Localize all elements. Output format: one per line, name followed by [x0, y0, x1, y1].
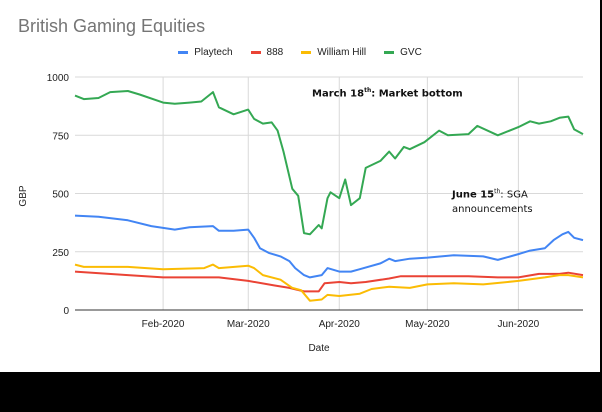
y-tick-label: 250: [52, 248, 69, 259]
legend-label: GVC: [400, 47, 422, 58]
series-line-gvc: [74, 90, 584, 236]
x-tick-label: Jun-2020: [498, 319, 540, 330]
plot-area: 0 250 500 750 1000 Feb-2020 Mar-2020 Apr-2020 Ma…: [18, 73, 584, 354]
annotation-market-bottom: March 18th: Market bottom: [312, 87, 463, 100]
legend-swatch: [178, 51, 189, 54]
legend-label: William Hill: [317, 47, 367, 58]
x-tick-label: May-2020: [405, 319, 450, 330]
x-tick-label: Apr-2020: [319, 319, 361, 330]
legend-item-playtech[interactable]: Playtech: [178, 47, 233, 58]
y-tick-label: 0: [63, 306, 69, 317]
legend-item-william-hill[interactable]: William Hill: [301, 47, 366, 58]
x-tick-label: Feb-2020: [142, 319, 185, 330]
legend-swatch: [384, 51, 395, 54]
series-line-william-hill: [74, 263, 584, 302]
legend-label: 888: [266, 47, 284, 58]
x-axis-title: Date: [308, 343, 330, 354]
legend-swatch: [301, 51, 312, 54]
y-tick-label: 1000: [47, 73, 70, 84]
series-line-888: [74, 270, 584, 293]
series-line-playtech: [74, 214, 584, 279]
legend-label: Playtech: [194, 47, 233, 58]
legend: Playtech 888 William Hill GVC: [0, 47, 600, 58]
y-tick-label: 500: [52, 190, 69, 201]
legend-item-gvc[interactable]: GVC: [384, 47, 422, 58]
annotation-sga: June 15th: SGA announcements: [452, 188, 533, 216]
y-tick-label: 750: [52, 131, 69, 142]
x-tick-label: Mar-2020: [227, 319, 270, 330]
legend-item-888[interactable]: 888: [250, 47, 284, 58]
chart-card: British Gaming Equities Playtech 888 Wil…: [0, 0, 600, 372]
chart-title: British Gaming Equities: [18, 16, 206, 36]
legend-swatch: [250, 51, 261, 54]
y-axis-title: GBP: [18, 185, 29, 206]
